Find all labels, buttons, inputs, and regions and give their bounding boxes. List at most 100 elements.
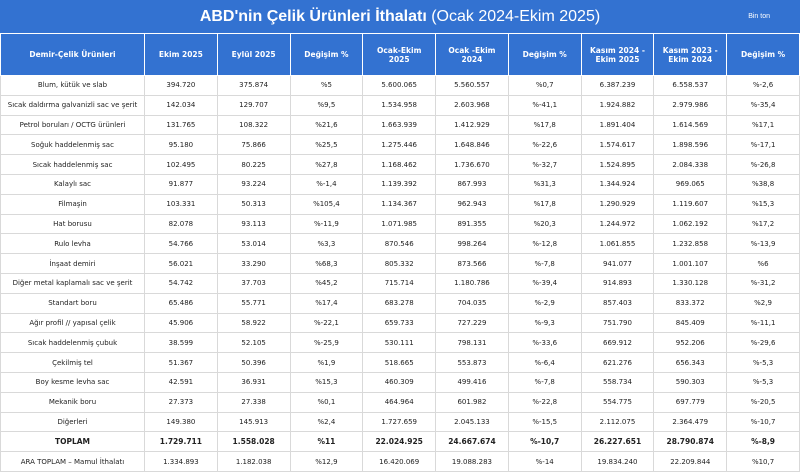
table-row: Sıcak daldırma galvanizli sac ve şerit 14… — [0, 94, 800, 116]
table-row: Blum, kütük ve slab 394.720 375.874 %5 5.600… — [0, 75, 800, 96]
cell: 53.014 — [216, 233, 291, 255]
cell: %-11,1 — [726, 312, 800, 334]
row-label: Filmaşin — [0, 193, 145, 215]
cell: 2.112.075 — [580, 411, 655, 433]
cell: 1.924.882 — [580, 94, 655, 116]
row-label: Soğuk haddelenmiş sac — [0, 134, 145, 156]
cell: 91.877 — [144, 173, 218, 195]
cell: 2.084.338 — [653, 154, 728, 175]
table-row: Diğer metal kaplamalı sac ve şerit 54.742… — [0, 272, 800, 294]
cell: %12,9 — [289, 451, 364, 472]
cell: 19.834.240 — [580, 451, 655, 472]
row-label: İnşaat demiri — [0, 253, 145, 274]
table-row: Standart boru 65.486 55.771 %17,4 683.278 704… — [0, 292, 800, 314]
cell: 375.874 — [216, 75, 291, 96]
cell: 129.707 — [216, 94, 291, 116]
cell: 22.209.844 — [653, 451, 728, 472]
cell: 75.866 — [216, 134, 291, 156]
cell: 36.931 — [216, 371, 291, 393]
cell: 55.771 — [216, 292, 291, 314]
cell: 65.486 — [144, 292, 218, 314]
cell: %6 — [726, 253, 800, 274]
table-row: Sıcak haddelenmiş sac 102.495 80.225 %27,8 1… — [0, 154, 800, 175]
cell: 891.355 — [435, 213, 509, 235]
data-table: Demir-Çelik Ürünleri Ekim 2025 Eylül 2025 D… — [0, 33, 800, 472]
table-row: Rulo levha 54.766 53.014 %3,3 870.546 998.264… — [0, 233, 800, 255]
table-row: Çekilmiş tel 51.367 50.396 %1,9 518.665 553.8… — [0, 352, 800, 373]
cell: %-5,3 — [726, 371, 800, 393]
cell: 460.309 — [362, 371, 437, 393]
cell: %-41,1 — [507, 94, 582, 116]
cell: %5 — [289, 75, 364, 96]
cell: 1.244.972 — [580, 213, 655, 235]
cell: %9,5 — [289, 94, 364, 116]
cell: 969.065 — [653, 173, 728, 195]
unit: Bin ton — [748, 13, 770, 20]
cell: %105,4 — [289, 193, 364, 215]
row-label: Diğerleri — [0, 411, 145, 433]
cell: 1.071.985 — [362, 213, 437, 235]
cell: 1.275.446 — [362, 134, 437, 156]
row-label: ARA TOPLAM – Mamul İthalatı — [0, 451, 145, 472]
table-row: İnşaat demiri 56.021 33.290 %68,3 805.332 873… — [0, 253, 800, 274]
cell: 1.139.392 — [362, 173, 437, 195]
cell: 1.412.929 — [435, 114, 509, 136]
cell: 727.229 — [435, 312, 509, 334]
cell: 1.061.855 — [580, 233, 655, 255]
row-label: Sıcak daldırma galvanizli sac ve şerit — [0, 94, 145, 116]
cell: %25,5 — [289, 134, 364, 156]
cell: %15,3 — [726, 193, 800, 215]
table-row: Petrol boruları / OCTG ürünleri 131.765 10… — [0, 114, 800, 136]
cell: 54.742 — [144, 272, 218, 294]
cell: %68,3 — [289, 253, 364, 274]
table-row: TOPLAM 1.729.711 1.558.028 %11 22.024.925 24.… — [0, 431, 800, 453]
cell: 751.790 — [580, 312, 655, 334]
row-label: Boy kesme levha sac — [0, 371, 145, 393]
cell: 145.913 — [216, 411, 291, 433]
cell: 80.225 — [216, 154, 291, 175]
table-row: Soğuk haddelenmiş sac 95.180 75.866 %25,5 1.… — [0, 134, 800, 156]
title-bar: ABD'nin Çelik Ürünleri İthalatı (Ocak 20… — [0, 0, 800, 33]
cell: 95.180 — [144, 134, 218, 156]
cell: %-7,8 — [507, 371, 582, 393]
cell: %2,9 — [726, 292, 800, 314]
cell: 798.131 — [435, 332, 509, 354]
cell: 6.387.239 — [580, 75, 655, 96]
column-header: Eylül 2025 — [216, 33, 291, 76]
cell: 962.943 — [435, 193, 509, 215]
cell: %-2,9 — [507, 292, 582, 314]
cell: 621.276 — [580, 352, 655, 373]
cell: %38,8 — [726, 173, 800, 195]
subtitle: (Ocak 2024-Ekim 2025) — [431, 8, 601, 25]
cell: 715.714 — [362, 272, 437, 294]
row-label: Petrol boruları / OCTG ürünleri — [0, 114, 145, 136]
row-label: Ağır profil // yapısal çelik — [0, 312, 145, 334]
cell: 142.034 — [144, 94, 218, 116]
cell: 1.614.569 — [653, 114, 728, 136]
table-row: Mekanik boru 27.373 27.338 %0,1 464.964 601.9… — [0, 391, 800, 413]
cell: %-29,6 — [726, 332, 800, 354]
cell: %-31,2 — [726, 272, 800, 294]
cell: 697.779 — [653, 391, 728, 413]
cell: %27,8 — [289, 154, 364, 175]
cell: 1.168.462 — [362, 154, 437, 175]
cell: 394.720 — [144, 75, 218, 96]
cell: 1.330.128 — [653, 272, 728, 294]
row-label: Sıcak haddelenmiş sac — [0, 154, 145, 175]
cell: %-7,8 — [507, 253, 582, 274]
cell: 464.964 — [362, 391, 437, 413]
cell: %-10,7 — [507, 431, 582, 453]
cell: 2.603.968 — [435, 94, 509, 116]
cell: 5.600.065 — [362, 75, 437, 96]
cell: %-22,8 — [507, 391, 582, 413]
cell: 805.332 — [362, 253, 437, 274]
cell: 1.334.893 — [144, 451, 218, 472]
cell: 26.227.651 — [580, 431, 655, 453]
cell: %-32,7 — [507, 154, 582, 175]
table-row: Boy kesme levha sac 42.591 36.931 %15,3 460.… — [0, 371, 800, 393]
cell: %17,2 — [726, 213, 800, 235]
cell: 952.206 — [653, 332, 728, 354]
cell: 1.534.958 — [362, 94, 437, 116]
cell: 590.303 — [653, 371, 728, 393]
